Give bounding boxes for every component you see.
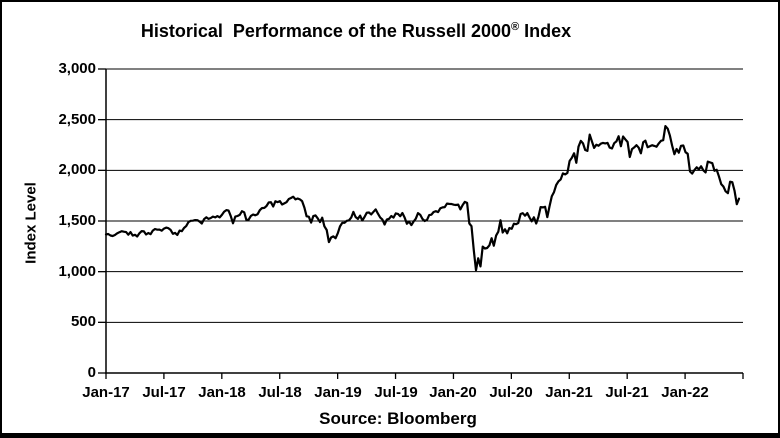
x-tick-label: Jul-19 (374, 384, 418, 401)
y-axis-title: Index Level (22, 182, 40, 264)
x-tick-label: Jan-18 (198, 384, 246, 401)
x-tick-label: Jul-21 (605, 384, 649, 401)
chart-title-suffix: Index (519, 21, 572, 41)
y-tick-label: 2,500 (58, 111, 96, 128)
axes (105, 69, 743, 374)
x-tick-label: Jan-17 (82, 384, 130, 401)
chart-title-main: Historical Performance of the Russell 20… (140, 21, 512, 41)
x-tick-label: Jan-22 (661, 384, 709, 401)
y-tick-label: 2,000 (58, 161, 96, 178)
x-tick-label: Jan-19 (314, 384, 362, 401)
x-tick-label: Jan-21 (545, 384, 593, 401)
y-tick-label: 1,500 (58, 212, 96, 229)
x-tick-label: Jan-20 (429, 384, 477, 401)
x-tick-label: Jul-17 (142, 384, 186, 401)
y-tick-label: 1,000 (58, 263, 96, 280)
data-line (104, 124, 741, 272)
y-tick-label: 3,000 (58, 60, 96, 77)
y-tick-label: 0 (87, 364, 96, 381)
chart-title: Historical Performance of the Russell 20… (141, 21, 571, 42)
x-tick-label: Jul-20 (489, 384, 533, 401)
registered-trademark-symbol: ® (511, 21, 520, 33)
y-tick-label: 500 (70, 313, 96, 330)
source-label: Source: Bloomberg (319, 409, 477, 428)
x-tick-label: Jul-18 (258, 384, 302, 401)
axis-ticks (98, 68, 744, 379)
